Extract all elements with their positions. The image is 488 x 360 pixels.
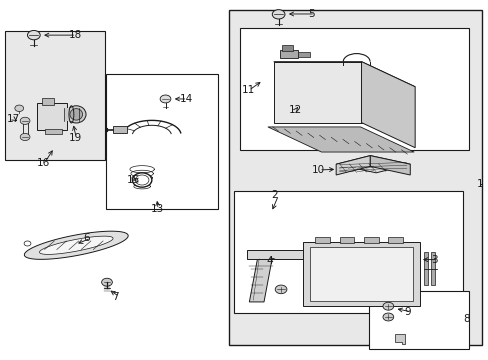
- Circle shape: [20, 134, 30, 140]
- Bar: [315, 237, 329, 243]
- Polygon shape: [335, 156, 409, 173]
- Bar: [105, 74, 217, 209]
- Bar: [298, 51, 310, 57]
- Text: 1: 1: [476, 179, 483, 189]
- Bar: [363, 237, 378, 243]
- Text: 3: 3: [430, 255, 436, 265]
- Bar: [282, 45, 292, 51]
- Circle shape: [132, 173, 152, 187]
- Bar: [42, 98, 54, 105]
- Circle shape: [27, 31, 40, 40]
- Circle shape: [24, 241, 31, 246]
- Bar: [310, 247, 412, 301]
- Text: 12: 12: [288, 105, 301, 115]
- Circle shape: [15, 105, 23, 112]
- Bar: [64, 108, 79, 121]
- Circle shape: [135, 175, 149, 185]
- Bar: [423, 252, 427, 285]
- Polygon shape: [369, 156, 409, 175]
- Text: 8: 8: [462, 314, 469, 324]
- Circle shape: [272, 10, 285, 19]
- Circle shape: [382, 302, 393, 310]
- Circle shape: [382, 313, 393, 321]
- Polygon shape: [267, 127, 413, 152]
- Text: 15: 15: [126, 175, 140, 185]
- Polygon shape: [273, 62, 361, 123]
- Polygon shape: [40, 236, 113, 255]
- Text: 19: 19: [69, 133, 82, 143]
- Polygon shape: [335, 156, 369, 175]
- Text: 4: 4: [266, 256, 272, 266]
- Bar: [339, 237, 353, 243]
- Polygon shape: [394, 334, 405, 344]
- Circle shape: [160, 95, 170, 103]
- Circle shape: [20, 117, 30, 125]
- Polygon shape: [246, 250, 303, 259]
- Text: 10: 10: [311, 165, 324, 175]
- Ellipse shape: [70, 109, 82, 120]
- Text: 9: 9: [404, 307, 410, 317]
- Text: 7: 7: [112, 292, 118, 302]
- Text: 17: 17: [6, 114, 20, 124]
- Text: 2: 2: [271, 190, 277, 200]
- Text: 14: 14: [180, 94, 193, 104]
- Circle shape: [275, 285, 286, 294]
- Bar: [368, 291, 468, 348]
- Bar: [387, 237, 402, 243]
- Text: 6: 6: [83, 233, 90, 243]
- Text: 11: 11: [241, 85, 254, 95]
- Ellipse shape: [66, 106, 86, 123]
- Bar: [233, 191, 462, 313]
- Bar: [37, 103, 66, 130]
- Polygon shape: [273, 62, 414, 87]
- Bar: [279, 50, 298, 58]
- Text: 5: 5: [307, 9, 314, 19]
- Polygon shape: [361, 62, 414, 148]
- Polygon shape: [24, 231, 128, 259]
- Bar: [4, 31, 104, 160]
- Bar: [239, 28, 468, 149]
- Text: 13: 13: [151, 204, 164, 215]
- Polygon shape: [249, 255, 272, 302]
- Text: 18: 18: [69, 30, 82, 40]
- Bar: [430, 252, 434, 285]
- Circle shape: [102, 278, 112, 286]
- Bar: [303, 242, 419, 306]
- Text: 16: 16: [37, 158, 50, 168]
- Bar: [113, 126, 127, 133]
- Bar: [228, 10, 482, 345]
- Bar: [44, 129, 61, 134]
